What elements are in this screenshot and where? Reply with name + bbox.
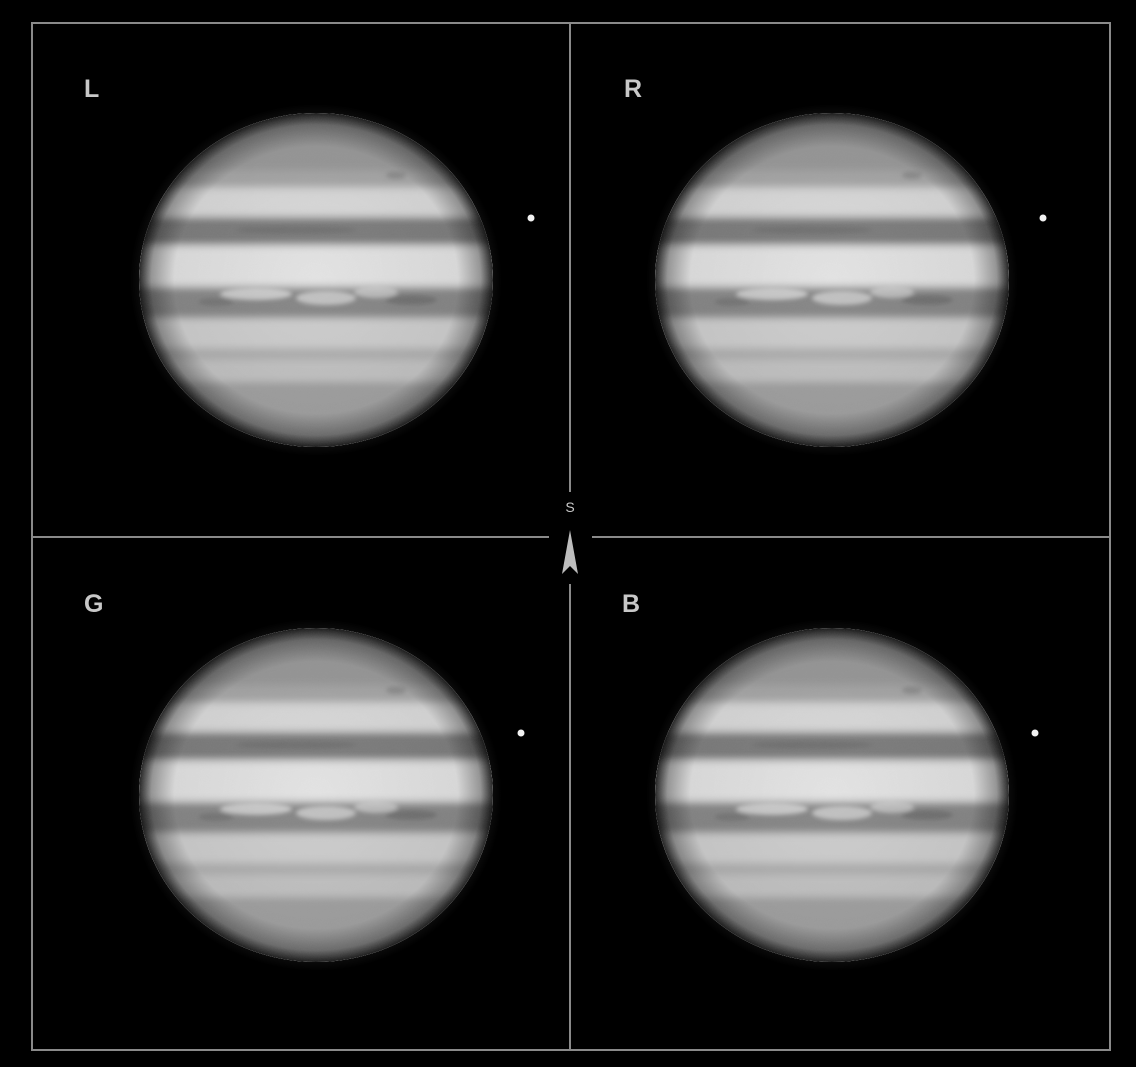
divider-horizontal-left xyxy=(31,536,549,538)
moon-dot-b xyxy=(1031,729,1039,737)
divider-vertical-top xyxy=(569,22,571,492)
panel-label-g: G xyxy=(84,590,104,618)
divider-vertical-bottom xyxy=(569,584,571,1051)
moon-dot-g xyxy=(517,729,525,737)
divider-horizontal-right xyxy=(592,536,1111,538)
panel-label-b: B xyxy=(622,590,641,618)
moon-dot-l xyxy=(527,214,535,222)
frame-top xyxy=(31,22,1111,24)
orientation-label: S xyxy=(565,499,575,515)
arrow-up-icon xyxy=(562,530,578,574)
planet-panel-g xyxy=(126,615,525,977)
panel-label-l: L xyxy=(84,75,100,103)
planet-panel-b xyxy=(642,615,1039,977)
frame-bottom xyxy=(31,1049,1111,1051)
planet-panel-l xyxy=(126,100,535,462)
planet-panel-r xyxy=(642,100,1047,462)
moon-dot-r xyxy=(1039,214,1047,222)
panel-label-r: R xyxy=(624,75,643,103)
